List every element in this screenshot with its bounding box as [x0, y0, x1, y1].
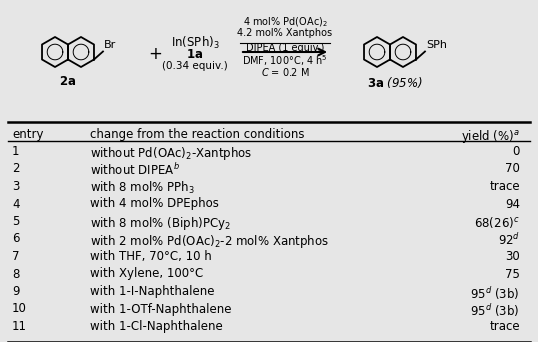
Text: 11: 11	[12, 320, 27, 333]
Text: change from the reaction conditions: change from the reaction conditions	[90, 128, 305, 141]
Text: $\mathbf{1a}$: $\mathbf{1a}$	[186, 49, 203, 62]
Text: 75: 75	[505, 267, 520, 280]
Text: In(SPh)$_3$: In(SPh)$_3$	[171, 35, 220, 51]
Text: 5: 5	[12, 215, 19, 228]
Text: $\mathbf{2a}$: $\mathbf{2a}$	[59, 75, 76, 88]
Text: trace: trace	[490, 180, 520, 193]
Text: without DIPEA$^{b}$: without DIPEA$^{b}$	[90, 162, 180, 179]
Text: 9: 9	[12, 285, 19, 298]
Text: 95$^{d}$ (3b): 95$^{d}$ (3b)	[471, 303, 520, 319]
Text: 8: 8	[12, 267, 19, 280]
Text: 70: 70	[505, 162, 520, 175]
Text: trace: trace	[490, 320, 520, 333]
Text: with 8 mol% PPh$_3$: with 8 mol% PPh$_3$	[90, 180, 195, 196]
Text: Br: Br	[104, 40, 116, 51]
Text: 4.2 mol% Xantphos: 4.2 mol% Xantphos	[237, 28, 332, 38]
Text: without Pd(OAc)$_2$-Xantphos: without Pd(OAc)$_2$-Xantphos	[90, 145, 252, 162]
Text: 6: 6	[12, 233, 19, 246]
Text: 95$^{d}$ (3b): 95$^{d}$ (3b)	[471, 285, 520, 302]
Text: +: +	[148, 45, 162, 63]
Text: yield (%)$^{a}$: yield (%)$^{a}$	[461, 128, 520, 145]
Text: entry: entry	[12, 128, 44, 141]
Text: 4 mol% Pd(OAc)$_2$: 4 mol% Pd(OAc)$_2$	[243, 15, 328, 29]
Text: with 2 mol% Pd(OAc)$_2$-2 mol% Xantphos: with 2 mol% Pd(OAc)$_2$-2 mol% Xantphos	[90, 233, 329, 250]
Text: with 1-I-Naphthalene: with 1-I-Naphthalene	[90, 285, 215, 298]
Text: 1: 1	[12, 145, 19, 158]
Text: (0.34 equiv.): (0.34 equiv.)	[162, 61, 228, 71]
Text: DMF, 100°C, 4 h$^5$: DMF, 100°C, 4 h$^5$	[242, 54, 328, 68]
Text: 94: 94	[505, 197, 520, 210]
Text: 3: 3	[12, 180, 19, 193]
Text: $\mathbf{3a}$ (95%): $\mathbf{3a}$ (95%)	[367, 75, 423, 90]
Text: with 1-Cl-Naphthalene: with 1-Cl-Naphthalene	[90, 320, 223, 333]
Text: with THF, 70°C, 10 h: with THF, 70°C, 10 h	[90, 250, 212, 263]
Text: 10: 10	[12, 303, 27, 316]
Text: 68(26)$^{c}$: 68(26)$^{c}$	[475, 215, 520, 230]
Text: SPh: SPh	[426, 40, 447, 51]
Text: 4: 4	[12, 197, 19, 210]
Text: 2: 2	[12, 162, 19, 175]
Text: 0: 0	[513, 145, 520, 158]
Text: DIPEA (1 equiv.): DIPEA (1 equiv.)	[246, 43, 324, 53]
Text: 30: 30	[505, 250, 520, 263]
Text: 7: 7	[12, 250, 19, 263]
Text: with Xylene, 100°C: with Xylene, 100°C	[90, 267, 203, 280]
Text: with 8 mol% (Biph)PCy$_2$: with 8 mol% (Biph)PCy$_2$	[90, 215, 231, 232]
Text: $C$ = 0.2 M: $C$ = 0.2 M	[260, 66, 309, 78]
Text: 92$^{d}$: 92$^{d}$	[498, 233, 520, 248]
Text: with 4 mol% DPEphos: with 4 mol% DPEphos	[90, 197, 219, 210]
Text: with 1-OTf-Naphthalene: with 1-OTf-Naphthalene	[90, 303, 231, 316]
